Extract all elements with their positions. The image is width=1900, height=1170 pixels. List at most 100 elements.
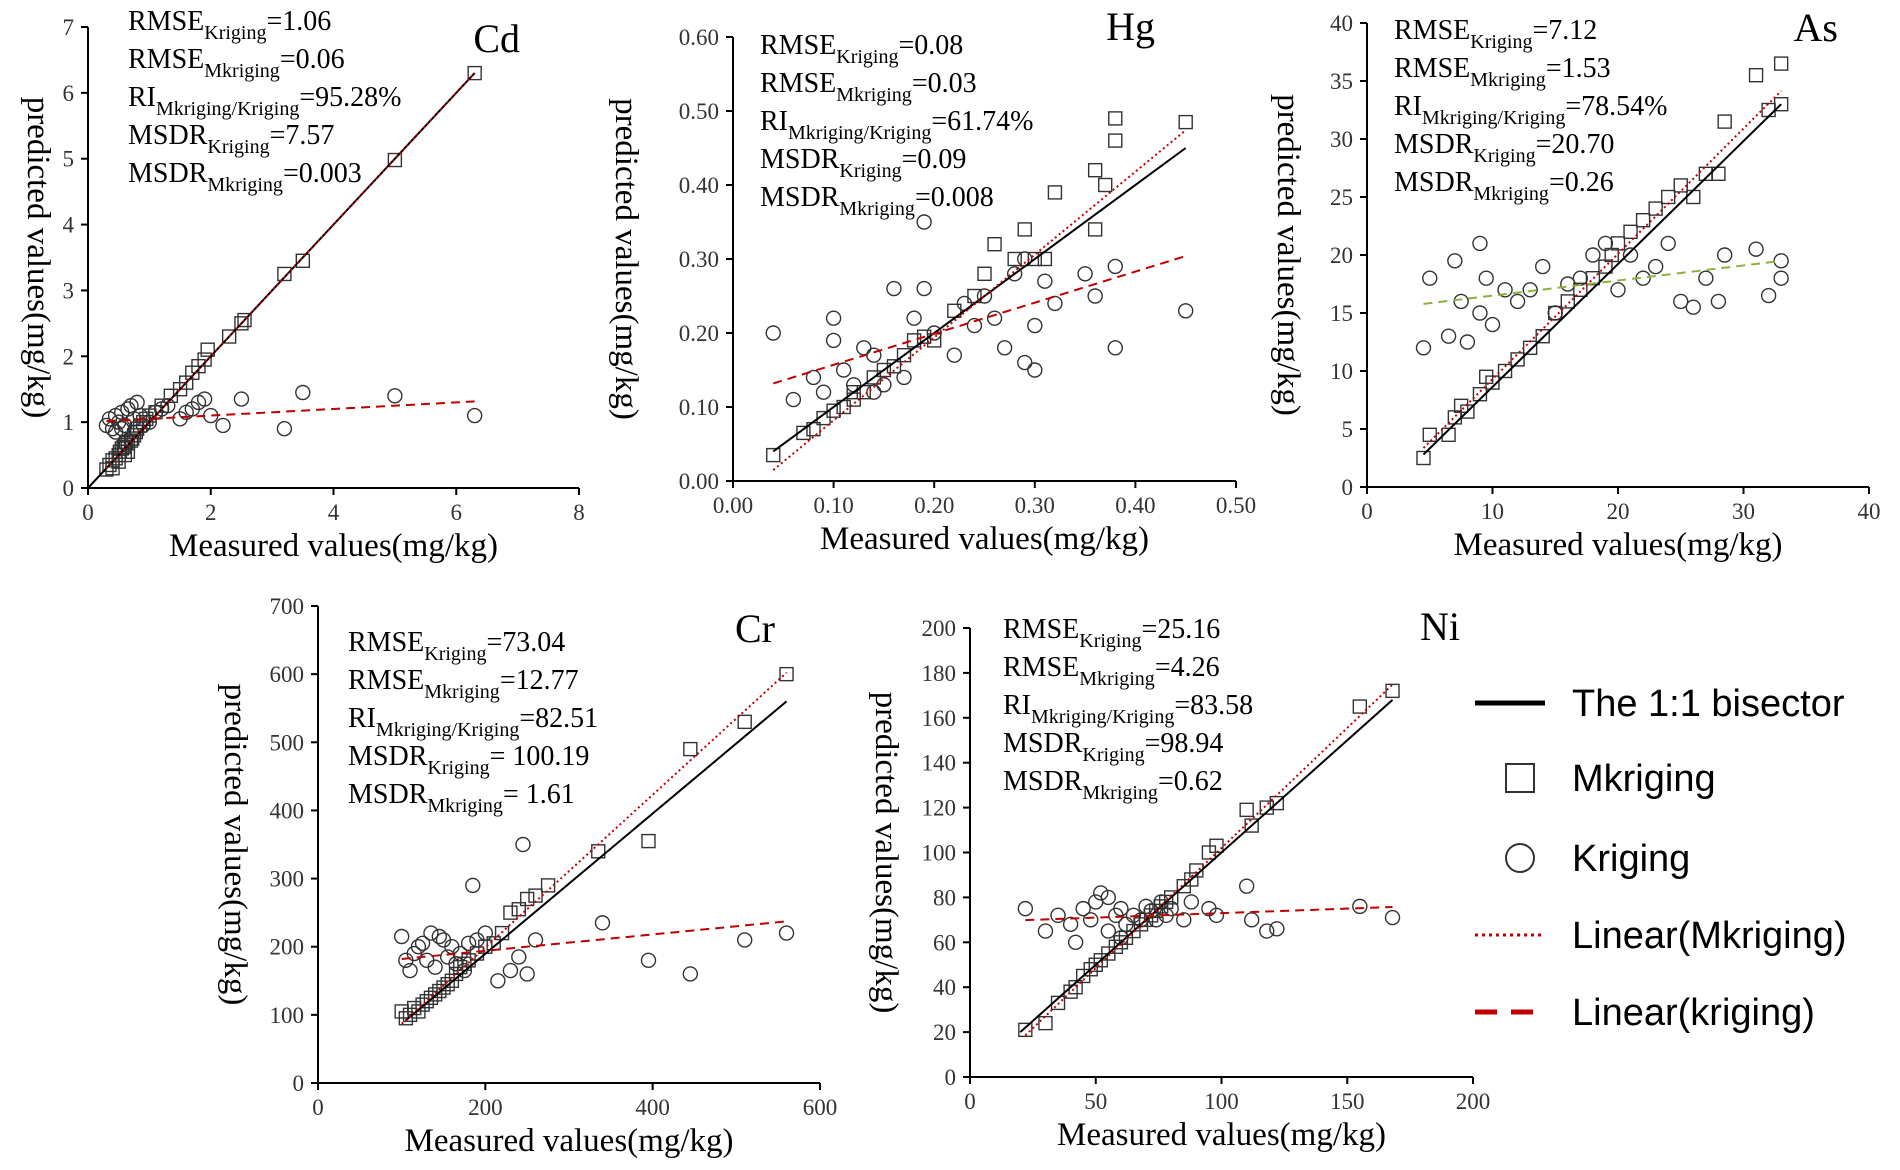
legend-label: Mkriging [1572,758,1716,800]
kriging-point [1093,885,1109,901]
y-tick-label: 300 [270,867,305,892]
kriging-point [410,939,427,955]
kriging-point [466,407,483,424]
mkriging-point [1018,1022,1033,1038]
y-tick-label: 160 [922,706,957,731]
kriging-point [737,932,753,948]
y-tick-label: 80 [933,885,956,910]
panel-title: Cr [735,606,775,651]
stat-line: MSDRMkriging=0.008 [760,182,994,220]
kriging-point [1037,923,1054,939]
mkriging-point [1610,236,1626,251]
x-tick-label: 40 [1858,499,1881,524]
stat-line: RIMkriging/Kriging=83.58 [1003,690,1253,728]
mkriging-point [503,905,518,920]
mkriging-point [1485,375,1500,390]
y-tick-label: 10 [1330,359,1353,384]
stat-line: RIMkriging/Kriging=78.54% [1394,91,1667,129]
kriging-point [519,966,535,982]
stat-line: RMSEMkriging=4.26 [1003,652,1220,690]
mkriging-point [1088,957,1103,972]
x-tick-label: 200 [1456,1089,1491,1114]
mkriging-point [1635,212,1651,228]
mkriging-point [1108,133,1123,148]
kriging-point [640,952,657,969]
legend-label: Kriging [1572,838,1690,880]
fit-line-kriging [106,400,475,423]
mkriging-point [1087,162,1103,178]
mkriging-point [779,666,794,682]
y-tick-label: 140 [922,751,957,776]
legend-item-dotted: Linear(Mkriging) [1475,915,1847,957]
mkriging-point [977,266,992,281]
stat-line: RIMkriging/Kriging=82.51 [348,703,598,741]
kriging-point [1083,912,1099,928]
mkriging-point [1416,450,1431,466]
kriging-point [1208,907,1225,924]
mkriging-point [528,888,543,903]
y-tick-label: 100 [270,1003,305,1028]
panel-title: Cd [473,16,520,61]
mkriging-point [1761,102,1776,118]
mkriging-point [896,348,912,363]
kriging-point [387,388,403,404]
kriging-point [1440,328,1457,344]
x-tick-label: 600 [803,1095,838,1120]
y-tick-label: 600 [270,662,305,687]
kriging-point [825,310,842,326]
y-tick-label: 20 [1330,243,1353,268]
legend-item-dashed: Linear(kriging) [1475,992,1815,1034]
kriging-point [295,384,311,401]
kriging-point [1238,878,1255,894]
y-tick-label: 5 [63,147,75,172]
y-tick-label: 200 [922,616,957,641]
y-tick-label: 6 [63,81,75,106]
stat-line: MSDRMkriging=0.26 [1394,167,1614,205]
kriging-point [423,925,439,941]
kriging-point [594,915,611,931]
x-tick-label: 0.40 [1115,493,1155,518]
x-axis-label: Measured values(mg/kg) [1057,1117,1386,1153]
kriging-point [1478,270,1494,286]
kriging-point [393,928,410,945]
stat-line: MSDRKriging=20.70 [1394,129,1614,167]
y-axis-label: predicted values(mg/kg) [217,684,253,1006]
kriging-point [1422,270,1438,286]
mkriging-point [467,65,482,81]
x-tick-label: 6 [451,500,463,525]
kriging-point [1183,894,1200,910]
y-axis-label: predicted values(mg/kg) [1270,94,1306,416]
kriging-point [785,391,802,408]
y-tick-label: 40 [1330,11,1353,36]
kriging-point [1177,303,1194,319]
x-tick-label: 4 [328,500,340,525]
x-tick-label: 400 [635,1095,670,1120]
y-tick-label: 25 [1330,185,1353,210]
mkriging-point [1038,1015,1053,1031]
y-tick-label: 60 [933,930,956,955]
mkriging-point [1497,363,1513,379]
fit-line-mkriging [772,129,1187,471]
y-tick-label: 40 [933,975,956,1000]
stat-line: RMSEMkriging=1.53 [1394,53,1611,91]
kriging-point [515,836,531,853]
y-axis-label: predicted values(mg/kg) [608,98,644,420]
stat-line: RMSEKriging=1.06 [128,6,331,44]
stat-line: RIMkriging/Kriging=61.74% [760,106,1033,144]
mkriging-point [866,370,882,385]
kriging-point [1585,247,1601,263]
kriging-point [1685,299,1702,315]
y-tick-label: 200 [270,935,305,960]
bisector-line [772,147,1187,453]
kriging-point [976,288,993,304]
mkriging-point [234,316,249,331]
mkriging-point [1660,189,1676,205]
fit-line-mkriging [1422,90,1782,449]
mkriging-point [1717,114,1732,129]
mkriging-point [1522,340,1538,355]
mkriging-point [1153,899,1169,914]
stat-line: RMSEKriging=7.12 [1394,15,1597,53]
x-tick-label: 200 [468,1095,503,1120]
y-axis-label: predicted values(mg/kg) [868,692,904,1014]
